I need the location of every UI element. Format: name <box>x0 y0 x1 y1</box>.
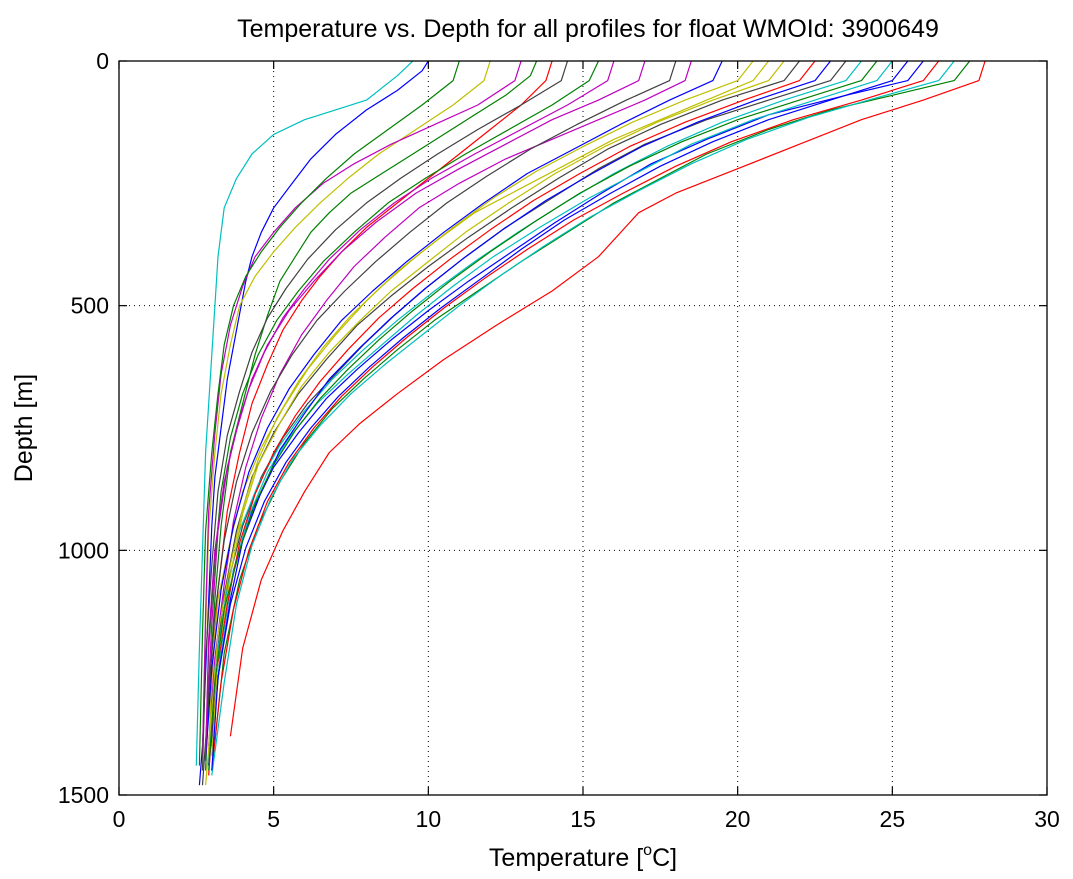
x-tick-label: 0 <box>113 806 126 832</box>
profile-line <box>205 61 600 761</box>
x-axis-label: Temperature [oC] <box>489 842 677 872</box>
profile-line <box>195 61 414 766</box>
profile-line <box>201 61 677 786</box>
profile-lines <box>195 61 986 786</box>
y-tick-label: 1500 <box>58 782 109 808</box>
x-tick-label: 30 <box>1034 806 1060 832</box>
profile-line <box>198 61 429 786</box>
profile-line <box>208 61 553 756</box>
profile-line <box>208 61 692 747</box>
profile-line <box>208 61 878 771</box>
profile-line <box>201 61 491 756</box>
profile-line <box>211 61 785 756</box>
x-axis-label-main: Temperature [ <box>489 844 643 872</box>
profile-line <box>229 61 986 737</box>
x-axis-label-unit: C] <box>652 844 677 872</box>
y-tick-label: 0 <box>96 48 109 74</box>
x-tick-label: 5 <box>267 806 280 832</box>
y-axis-label: Depth [m] <box>10 374 38 482</box>
x-tick-label: 10 <box>416 806 442 832</box>
profile-line <box>205 61 723 761</box>
profile-line <box>208 61 862 761</box>
x-tick-label: 15 <box>570 806 596 832</box>
profile-line <box>201 61 522 756</box>
x-tick-label: 20 <box>725 806 751 832</box>
profile-line <box>211 61 955 776</box>
chart-title: Temperature vs. Depth for all profiles f… <box>237 15 939 43</box>
profile-line <box>205 61 754 786</box>
profile-line <box>208 61 800 766</box>
profile-line <box>211 61 893 747</box>
profile-line <box>211 61 940 771</box>
profile-line <box>205 61 615 756</box>
profile-line <box>198 61 460 766</box>
profile-line <box>201 61 569 771</box>
x-axis-label-superscript: o <box>643 842 652 859</box>
x-tick-label: 25 <box>880 806 906 832</box>
y-tick-label: 1000 <box>58 537 109 563</box>
axis-ticks: 0 5 10 15 20 25 30 0 500 1000 1500 <box>58 48 1060 832</box>
profile-line <box>208 61 816 776</box>
profile-line <box>205 61 538 771</box>
profile-line <box>208 61 909 766</box>
y-tick-label: 500 <box>71 293 109 319</box>
